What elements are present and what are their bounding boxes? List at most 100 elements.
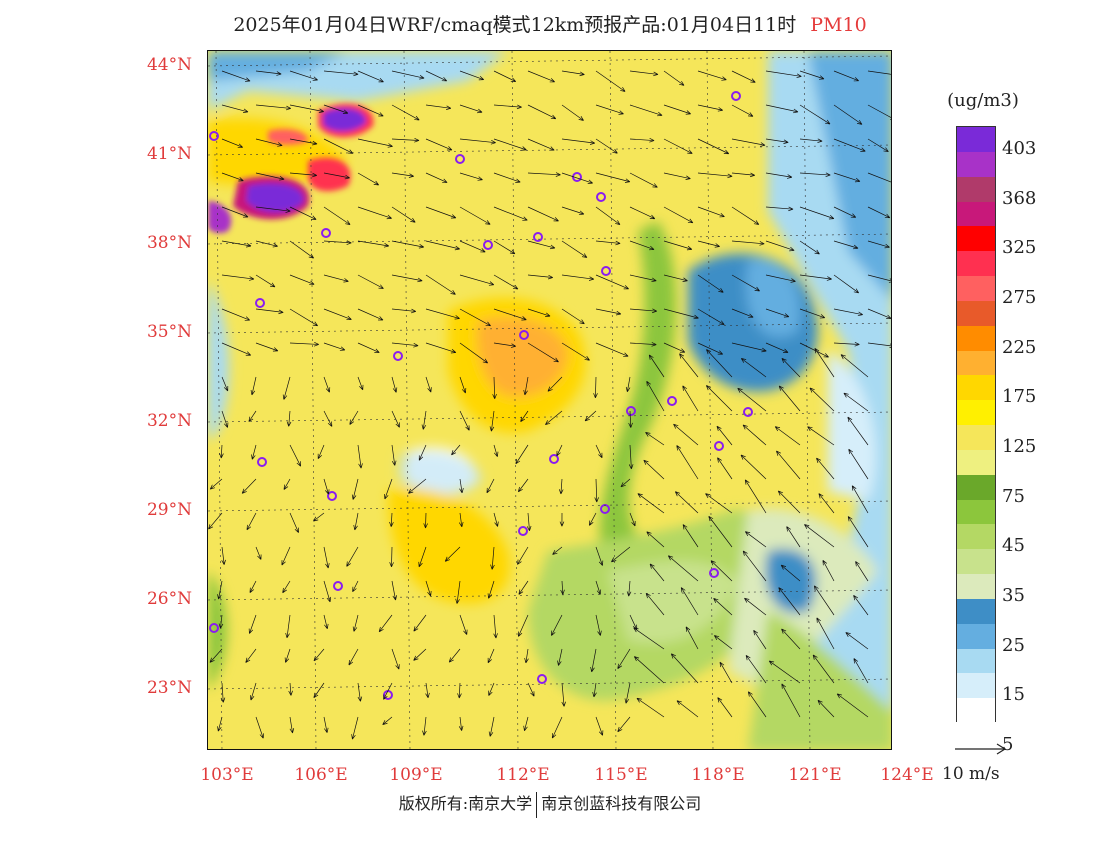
wind-vector xyxy=(425,308,460,320)
wind-vector xyxy=(774,426,801,446)
wind-vector xyxy=(289,104,324,113)
wind-vector xyxy=(848,448,869,480)
wind-vector xyxy=(422,716,427,736)
wind-vector xyxy=(697,172,733,179)
colorbar-segment xyxy=(957,300,995,327)
wind-vector xyxy=(248,614,257,634)
wind-vector xyxy=(425,70,448,82)
graticule-line xyxy=(208,411,891,423)
wind-vector xyxy=(493,308,527,321)
graticule-line xyxy=(609,51,617,749)
map-title: 2025年01月04日WRF/cmaq模式12km预报产品:01月04日11时 P… xyxy=(0,10,1100,37)
wind-vector xyxy=(561,206,585,215)
wind-vector xyxy=(217,580,223,600)
wind-vector xyxy=(209,478,223,490)
wind-vector xyxy=(459,172,483,181)
wind-vector xyxy=(706,349,733,378)
wind-vector xyxy=(323,580,332,603)
wind-vector xyxy=(459,274,495,286)
colorbar-label: 5 xyxy=(1002,734,1014,755)
wind-vector xyxy=(716,425,733,446)
wind-vector xyxy=(250,376,257,396)
wind-vector xyxy=(561,104,584,121)
wind-vector xyxy=(255,308,284,315)
wind-vector xyxy=(489,410,495,432)
wind-vector xyxy=(765,274,796,283)
wind-vector xyxy=(391,342,419,348)
wind-vector xyxy=(255,274,276,288)
wind-vector xyxy=(817,699,835,718)
wind-vector xyxy=(765,104,799,114)
wind-vector xyxy=(685,626,699,650)
colorbar xyxy=(956,126,996,724)
lon-label-109e: 109°E xyxy=(389,765,443,785)
wind-vector xyxy=(221,70,251,82)
wind-vector xyxy=(867,104,891,120)
wind-vector xyxy=(592,682,597,698)
lat-label-29n: 29°N xyxy=(146,500,192,520)
wind-vector xyxy=(527,172,561,177)
wind-vector xyxy=(425,172,448,183)
wind-vector xyxy=(289,308,318,327)
wind-vector xyxy=(493,172,521,183)
wind-vector xyxy=(219,444,224,459)
wind-vector xyxy=(249,682,257,701)
wind-vector xyxy=(357,138,393,148)
wind-vector xyxy=(249,580,257,593)
wind-vector xyxy=(349,410,359,425)
wind-vector xyxy=(708,515,733,548)
graticule-line xyxy=(208,589,891,601)
wind-vector xyxy=(382,716,393,726)
wind-vector xyxy=(629,274,657,283)
wind-vector xyxy=(458,716,464,731)
wind-vector xyxy=(221,546,226,565)
wind-vector xyxy=(663,138,693,154)
wind-vector xyxy=(867,70,891,75)
wind-vector xyxy=(221,172,244,182)
lat-label-32n: 32°N xyxy=(146,411,192,431)
wind-vector xyxy=(833,172,861,183)
wind-vector xyxy=(799,70,825,80)
colorbar-label: 125 xyxy=(1002,436,1037,457)
wind-vector xyxy=(799,138,823,144)
wind-vector xyxy=(323,138,354,154)
wind-vector xyxy=(682,385,699,412)
wind-vector xyxy=(799,104,831,125)
lat-label-23n: 23°N xyxy=(146,678,192,698)
wind-vector xyxy=(493,444,499,457)
wind-vector xyxy=(520,410,529,423)
wind-vector xyxy=(799,206,835,220)
wind-vector xyxy=(804,524,835,548)
wind-vector xyxy=(731,138,766,147)
wind-vector xyxy=(523,716,529,732)
lon-label-118e: 118°E xyxy=(691,765,745,785)
wind-vector xyxy=(391,580,397,601)
wind-vector xyxy=(391,308,417,314)
wind-vector xyxy=(765,342,789,353)
wind-vector xyxy=(351,716,359,740)
wind-vector xyxy=(833,308,863,317)
wind-vector xyxy=(595,444,603,459)
title-text: 2025年01月04日WRF/cmaq模式12km预报产品:01月04日11时 xyxy=(233,14,797,36)
colorbar-segment xyxy=(957,524,995,550)
wind-vector xyxy=(682,524,699,548)
wind-vector xyxy=(517,614,529,637)
wind-vector xyxy=(283,478,291,490)
wind-vector xyxy=(323,410,333,427)
wind-vector xyxy=(780,564,801,582)
wind-vector xyxy=(843,392,869,412)
wind-vector xyxy=(855,561,869,582)
wind-vector xyxy=(786,526,801,548)
wind-vector xyxy=(851,485,869,514)
wind-vector xyxy=(289,138,318,146)
wind-vector xyxy=(836,693,869,718)
wind-vector xyxy=(487,648,495,664)
wind-vector xyxy=(561,172,593,184)
wind-vector xyxy=(459,70,485,81)
wind-vector xyxy=(323,274,349,283)
wind-vector xyxy=(285,614,291,639)
wind-vector xyxy=(778,587,801,616)
wind-vector xyxy=(217,716,223,732)
wind-vector xyxy=(663,172,691,180)
wind-vector xyxy=(595,716,604,736)
